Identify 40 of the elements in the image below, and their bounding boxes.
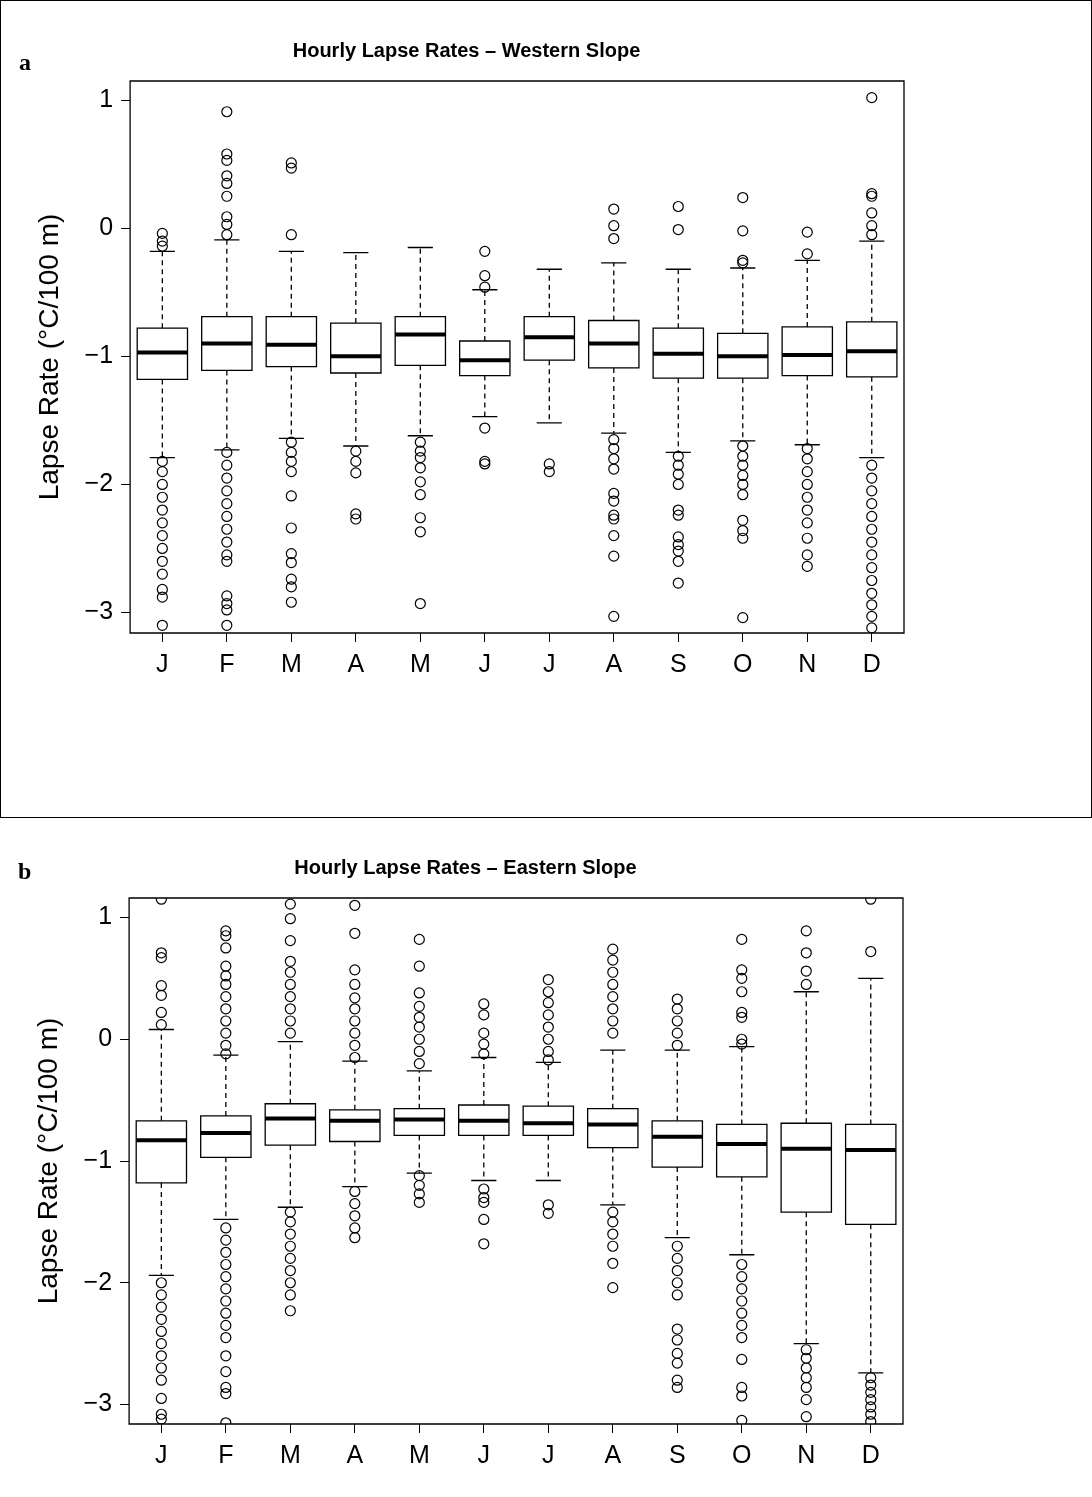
- x-tick-label: J: [543, 648, 556, 677]
- x-tick-label: A: [347, 648, 365, 677]
- x-tick-label: N: [797, 1439, 816, 1468]
- y-tick-label: 0: [98, 1023, 113, 1052]
- chart-title: Hourly Lapse Rates – Western Slope: [292, 38, 641, 61]
- y-axis-title: Lapse Rate (°C/100 m): [32, 213, 64, 501]
- x-tick-label: S: [668, 1439, 686, 1468]
- y-tick-label: 1: [98, 901, 113, 930]
- x-tick-label: O: [733, 648, 753, 677]
- text: a: [19, 49, 31, 76]
- y-tick-label: −1: [83, 1144, 113, 1173]
- x-tick-label: J: [542, 1439, 555, 1468]
- y-tick-label: 1: [99, 84, 114, 113]
- x-tick-label: N: [798, 648, 817, 677]
- y-tick-label: −1: [84, 340, 114, 369]
- y-tick-label: −2: [83, 1266, 113, 1295]
- x-tick-label: J: [156, 648, 169, 677]
- x-tick-label: D: [862, 648, 881, 677]
- x-tick-label: A: [604, 1439, 622, 1468]
- x-tick-label: F: [218, 1439, 234, 1468]
- y-tick-label: −2: [84, 468, 114, 497]
- x-tick-label: F: [219, 648, 235, 677]
- y-tick-label: −3: [83, 1388, 113, 1417]
- chart-title: Hourly Lapse Rates – Eastern Slope: [294, 855, 637, 878]
- x-tick-label: J: [478, 648, 492, 677]
- x-tick-label: S: [669, 648, 687, 677]
- text: b: [18, 858, 32, 885]
- x-tick-label: J: [155, 1439, 168, 1468]
- x-tick-label: D: [861, 1439, 880, 1468]
- x-tick-label: M: [280, 648, 302, 677]
- x-tick-label: M: [409, 648, 431, 677]
- x-tick-label: J: [477, 1439, 491, 1468]
- x-tick-label: M: [408, 1439, 430, 1468]
- x-tick-label: A: [346, 1439, 364, 1468]
- y-axis-title: Lapse Rate (°C/100 m): [31, 1017, 63, 1305]
- x-tick-label: A: [605, 648, 623, 677]
- x-tick-label: O: [732, 1439, 752, 1468]
- x-tick-label: M: [279, 1439, 301, 1468]
- y-tick-label: 0: [99, 212, 114, 241]
- y-tick-label: −3: [84, 596, 114, 625]
